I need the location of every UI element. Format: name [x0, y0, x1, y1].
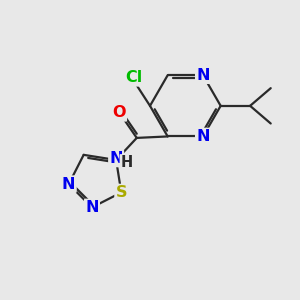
Text: N: N: [85, 200, 99, 215]
Text: N: N: [110, 151, 123, 166]
Text: N: N: [196, 68, 210, 83]
Text: O: O: [112, 105, 126, 120]
Text: H: H: [120, 155, 133, 170]
Text: S: S: [116, 185, 127, 200]
Text: N: N: [62, 177, 76, 192]
Text: N: N: [196, 129, 210, 144]
Text: Cl: Cl: [125, 70, 142, 86]
